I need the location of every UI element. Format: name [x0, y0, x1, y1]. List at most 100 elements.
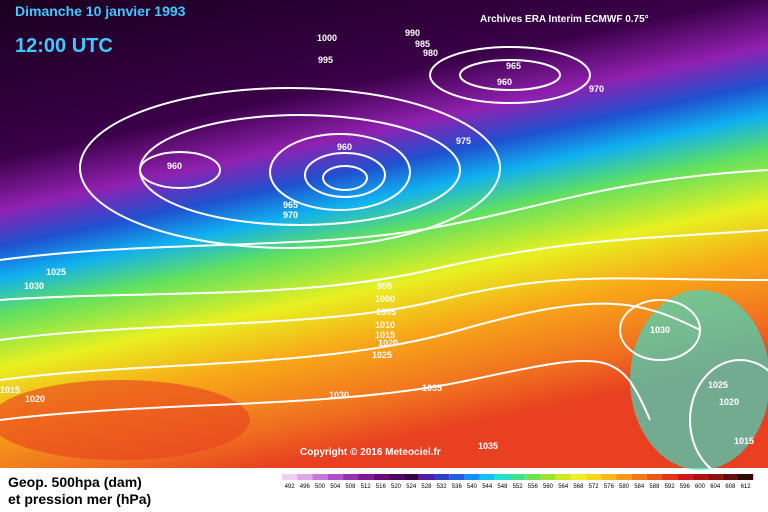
- isobars: [0, 46, 768, 481]
- colorbar-label: 508: [345, 484, 356, 490]
- isobar-label: 1030: [24, 281, 44, 291]
- colorbar-swatch: [570, 474, 586, 480]
- isobar-label: 960: [337, 142, 352, 152]
- colorbar-swatch: [631, 474, 647, 480]
- colorbar-swatch: [601, 474, 617, 480]
- colorbar-swatch: [479, 474, 495, 480]
- colorbar-swatch: [510, 474, 526, 480]
- colorbar-label: 552: [513, 484, 524, 490]
- colorbar-swatch: [464, 474, 480, 480]
- colorbar-label: 564: [558, 484, 569, 490]
- colorbar-label: 572: [589, 484, 600, 490]
- colorbar-swatch: [677, 474, 693, 480]
- colorbar-label: 556: [528, 484, 539, 490]
- colorbar-swatch: [525, 474, 541, 480]
- colorbar-swatch: [297, 474, 313, 480]
- colorbar-label: 576: [604, 484, 615, 490]
- colorbar-swatch: [662, 474, 678, 480]
- colorbar-label: 544: [482, 484, 493, 490]
- isobar-label: 1020: [25, 394, 45, 404]
- isobar-label: 995: [318, 55, 333, 65]
- colorbar-label: 536: [452, 484, 463, 490]
- isobar-label: 1005: [376, 307, 396, 317]
- isobar-label: 1025: [46, 267, 66, 277]
- isobar-label: 1010: [375, 320, 395, 330]
- colorbar-label: 596: [680, 484, 691, 490]
- colorbar-swatch: [358, 474, 374, 480]
- colorbar-label: 540: [467, 484, 478, 490]
- colorbar-label: 532: [437, 484, 448, 490]
- colorbar-label: 512: [361, 484, 372, 490]
- colorbar-label: 500: [315, 484, 326, 490]
- colorbar-swatch: [738, 474, 754, 480]
- colorbar-label: 496: [300, 484, 311, 490]
- colorbar-label: 592: [665, 484, 676, 490]
- colorbar-label: 524: [406, 484, 417, 490]
- colorbar-label: 520: [391, 484, 402, 490]
- colorbar-swatch: [646, 474, 662, 480]
- colorbar-label: 528: [421, 484, 432, 490]
- isobar-label: 1015: [0, 385, 20, 395]
- isobar-label: 1035: [422, 383, 442, 393]
- legend-text: Geop. 500hpa (dam): [8, 474, 142, 490]
- isobar-label: 1015: [734, 436, 754, 446]
- colorbar-swatch: [388, 474, 404, 480]
- legend-text: et pression mer (hPa): [8, 491, 151, 507]
- colorbar-label: 548: [497, 484, 508, 490]
- isobar-label: 970: [589, 84, 604, 94]
- isobar-label: 960: [167, 161, 182, 171]
- isobar-label: 1015: [375, 330, 395, 340]
- colorbar-label: 560: [543, 484, 554, 490]
- isobar-label: 960: [497, 77, 512, 87]
- colorbar-swatch: [692, 474, 708, 480]
- colorbar-swatch: [494, 474, 510, 480]
- isobar-label: 980: [423, 48, 438, 58]
- colorbar-swatch: [373, 474, 389, 480]
- isobar-label: 1030: [329, 390, 349, 400]
- isobar-label: 990: [405, 28, 420, 38]
- colorbar-swatch: [555, 474, 571, 480]
- colorbar-label: 612: [741, 484, 752, 490]
- isobar-label: 1020: [719, 397, 739, 407]
- colorbar-label: 604: [710, 484, 721, 490]
- isobar-label: 965: [506, 61, 521, 71]
- colorbar-label: 516: [376, 484, 387, 490]
- colorbar-swatch: [282, 474, 298, 480]
- colorbar-label: 600: [695, 484, 706, 490]
- colorbar-swatch: [418, 474, 434, 480]
- isobar-label: 975: [456, 136, 471, 146]
- colorbar-swatch: [586, 474, 602, 480]
- isobar-label: 1030: [650, 325, 670, 335]
- isobar-label: 1020: [378, 338, 398, 348]
- colorbar-swatch: [342, 474, 358, 480]
- colorbar-label: 568: [573, 484, 584, 490]
- colorbar-label: 588: [649, 484, 660, 490]
- colorbar-label: 584: [634, 484, 645, 490]
- map-time: 12:00 UTC: [15, 35, 113, 57]
- colorbar-swatch: [616, 474, 632, 480]
- isobar-label: 985: [415, 39, 430, 49]
- geopotential-field: [0, 380, 250, 460]
- colorbar-swatch: [312, 474, 328, 480]
- colorbar-swatch: [434, 474, 450, 480]
- data-source: Archives ERA Interim ECMWF 0.75°: [480, 14, 649, 25]
- isobar-label: 1025: [372, 350, 392, 360]
- isobar-label: 1000: [375, 294, 395, 304]
- colorbar-swatch: [403, 474, 419, 480]
- copyright: Copyright © 2016 Meteociel.fr: [300, 447, 441, 458]
- colorbar-swatch: [707, 474, 723, 480]
- colorbar-swatch: [449, 474, 465, 480]
- isobar-label: 1025: [708, 380, 728, 390]
- isobar-label: 965: [283, 200, 298, 210]
- colorbar-swatch: [327, 474, 343, 480]
- colorbar-label: 580: [619, 484, 630, 490]
- colorbar-label: 504: [330, 484, 341, 490]
- colorbar-label: 608: [725, 484, 736, 490]
- isobar-label: 1035: [478, 441, 498, 451]
- map-title: Dimanche 10 janvier 1993: [15, 3, 186, 19]
- isobar-label: 995: [377, 281, 392, 291]
- isobar-label: 1000: [317, 33, 337, 43]
